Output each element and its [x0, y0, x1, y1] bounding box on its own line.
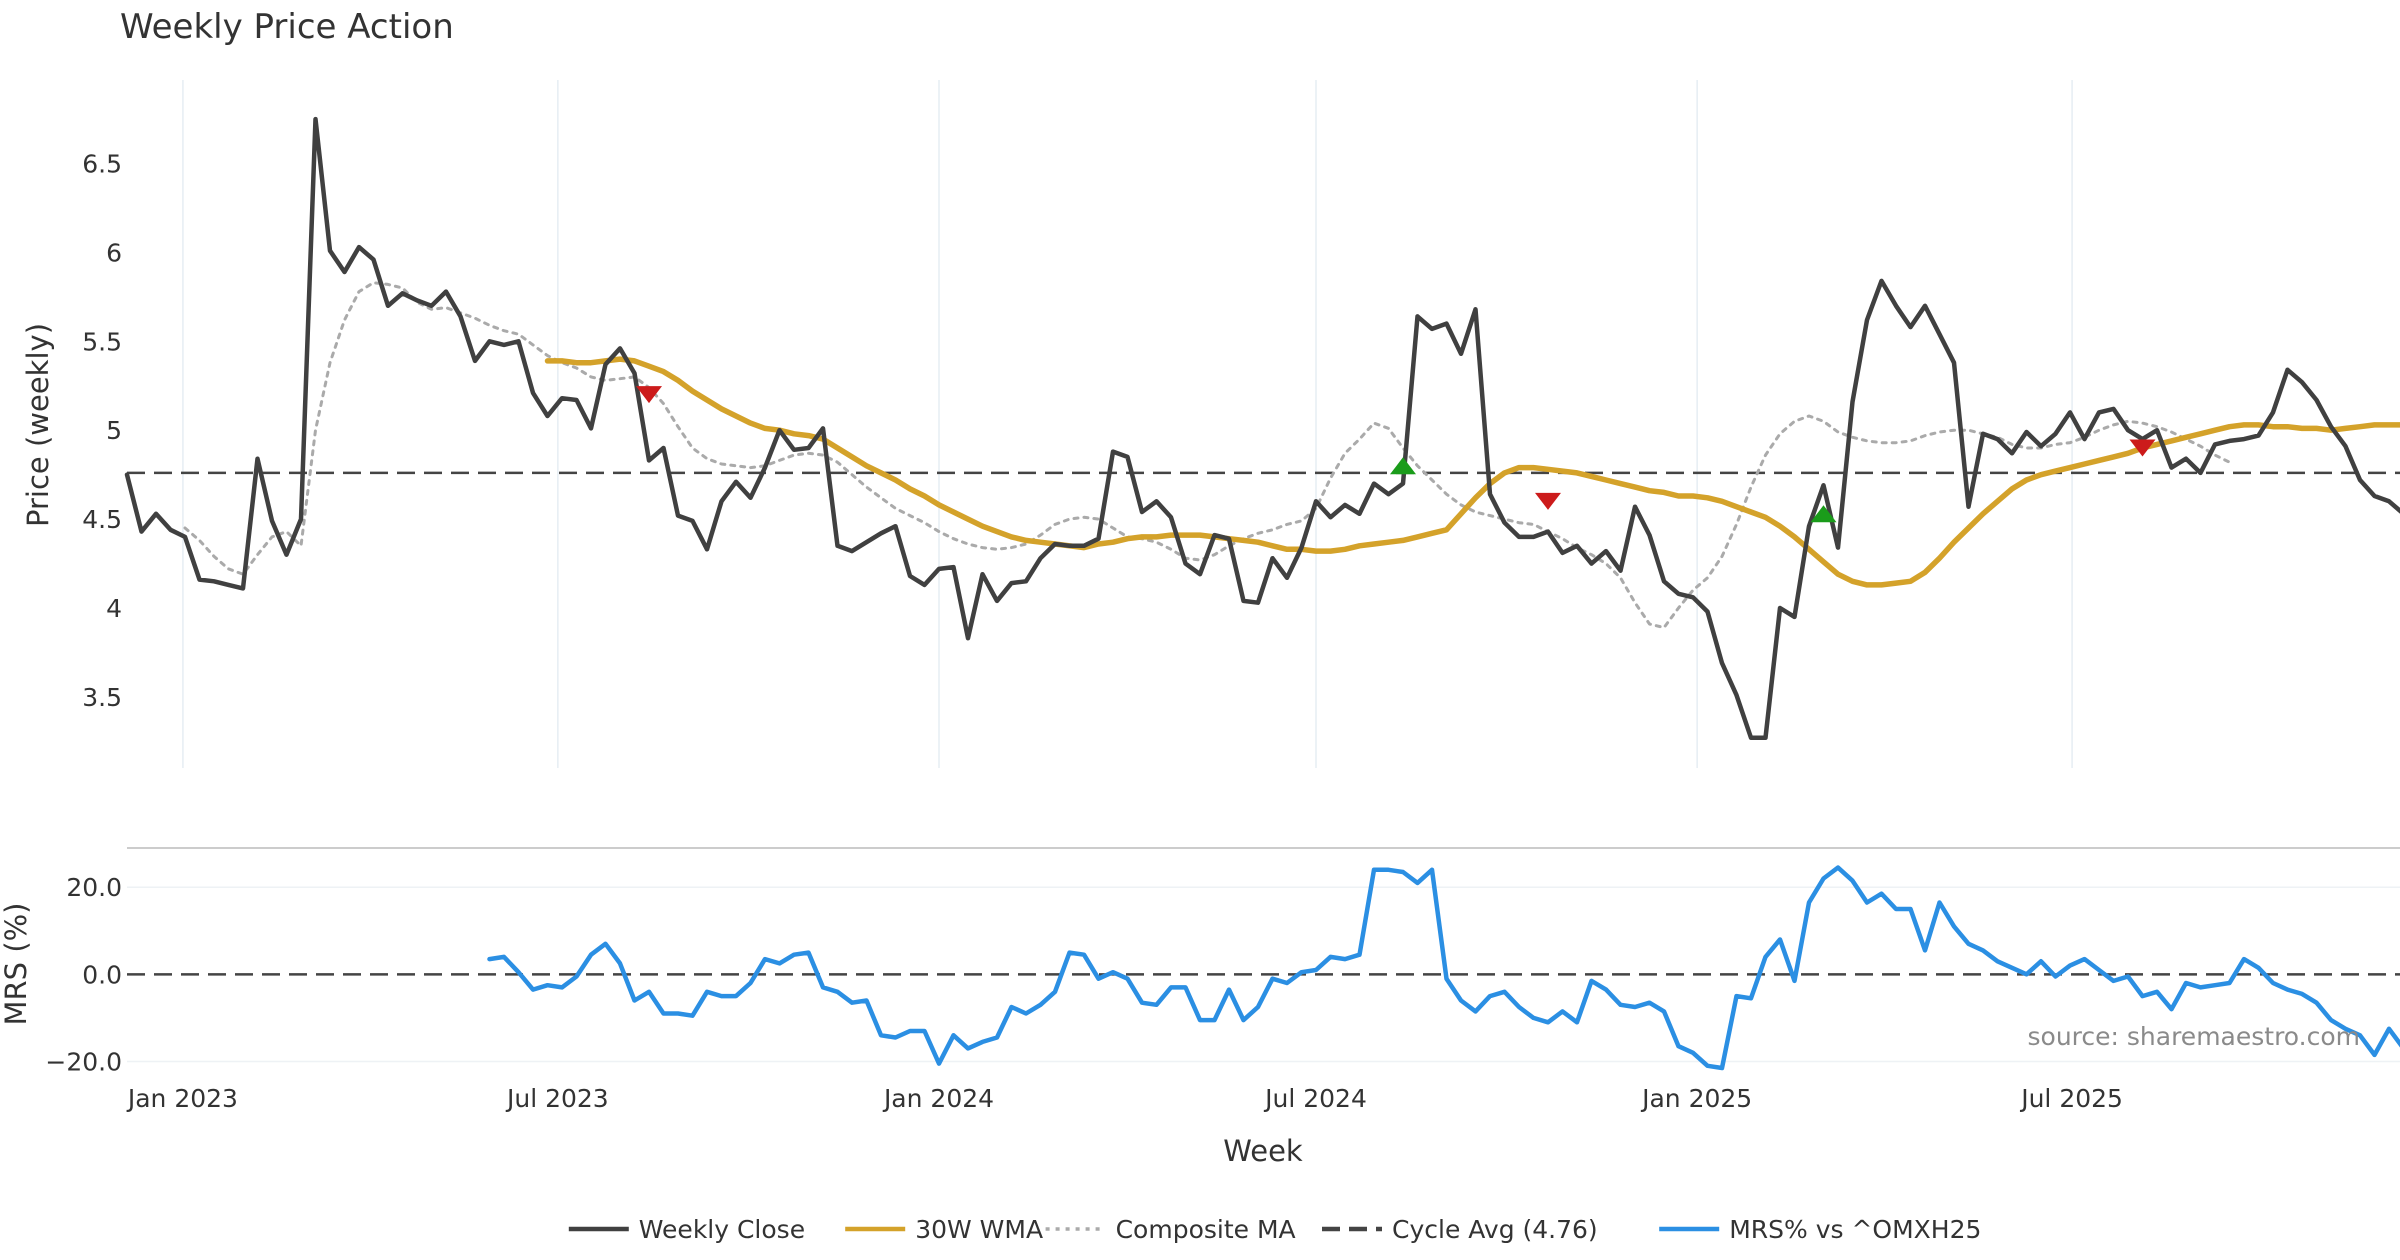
legend-label: Weekly Close	[639, 1215, 805, 1244]
price-y-tick-label: 5	[106, 416, 122, 445]
x-tick-label: Jan 2024	[882, 1084, 994, 1113]
price-y-tick-label: 3.5	[82, 683, 122, 712]
legend-item: Weekly Close	[568, 1215, 805, 1244]
price-y-ticks: 3.5 4 4.5 5 5.5 6 6.5	[82, 150, 122, 712]
x-tick-label: Jul 2024	[1263, 1084, 1367, 1113]
signal-markers	[636, 386, 2156, 523]
mrs-y-tick-label: −20.0	[45, 1047, 122, 1076]
mrs-y-tick-label: 20.0	[66, 873, 122, 902]
sell-signal-marker	[636, 386, 662, 404]
wma-30w-line	[544, 356, 2400, 588]
price-grid	[182, 80, 2073, 768]
legend-item: 30W WMA	[845, 1215, 1043, 1244]
legend-item: MRS% vs ^OMXH25	[1659, 1215, 1981, 1244]
price-y-tick-label: 6.5	[82, 150, 122, 179]
sell-signal-marker	[1535, 492, 1561, 510]
mrs-y-tick-label: 0.0	[82, 960, 122, 989]
legend: Weekly Close 30W WMA Composite MA Cycle Avg…	[568, 1215, 1981, 1244]
legend-label: 30W WMA	[915, 1215, 1043, 1244]
price-y-tick-label: 4	[106, 594, 122, 623]
mrs-series	[487, 865, 2400, 1071]
buy-signal-marker	[1390, 457, 1416, 475]
legend-item: Composite MA	[1045, 1215, 1296, 1244]
price-y-tick-label: 4.5	[82, 505, 122, 534]
legend-item: Cycle Avg (4.76)	[1322, 1215, 1598, 1244]
price-y-axis-label: Price (weekly)	[21, 323, 55, 527]
x-tick-label: Jan 2025	[1640, 1084, 1752, 1113]
source-watermark: source: sharemaestro.com	[2028, 1022, 2361, 1051]
mrs-y-ticks: −20.0 0.0 20.0	[45, 873, 122, 1076]
x-tick-label: Jul 2023	[505, 1084, 609, 1113]
x-ticks: Jan 2023 Jul 2023 Jan 2024 Jul 2024 Jan 2025…	[126, 1084, 2123, 1113]
legend-label: Composite MA	[1116, 1215, 1296, 1244]
x-axis-label: Week	[1223, 1134, 1303, 1168]
x-tick-label: Jul 2025	[2019, 1084, 2123, 1113]
x-tick-label: Jan 2023	[126, 1084, 238, 1113]
mrs-y-axis-label: MRS (%)	[0, 903, 33, 1026]
legend-label: Cycle Avg (4.76)	[1392, 1215, 1598, 1244]
buy-signal-marker	[1810, 505, 1837, 523]
price-series	[124, 116, 2400, 741]
price-y-tick-label: 6	[106, 238, 122, 267]
chart-title: Weekly Price Action	[120, 7, 454, 47]
price-y-tick-label: 5.5	[82, 327, 122, 356]
sell-signal-marker	[2129, 439, 2156, 457]
legend-label: MRS% vs ^OMXH25	[1729, 1215, 1981, 1244]
weekly-close-line	[124, 116, 2400, 741]
mrs-line	[487, 865, 2400, 1071]
